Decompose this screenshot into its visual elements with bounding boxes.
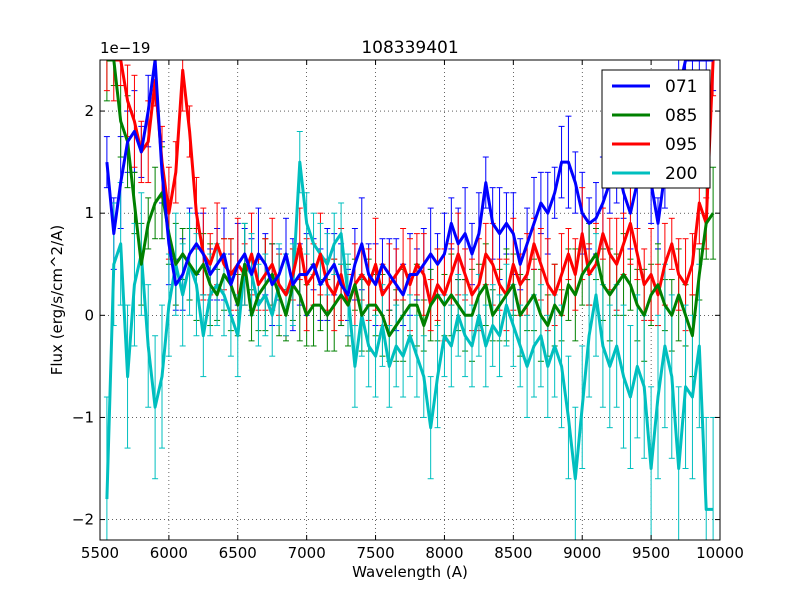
y-axis-label: Flux (erg/s/cm^2/A) [48, 225, 66, 376]
y-tick-label: 1 [84, 204, 94, 222]
series-line-200 [105, 160, 714, 511]
x-tick-label: 10000 [696, 544, 744, 562]
legend-label-095: 095 [665, 135, 697, 155]
series-line-095 [106, 60, 715, 307]
legend: 071 085 095 200 [601, 69, 711, 189]
legend-label-085: 085 [665, 106, 697, 126]
series-line-085 [106, 60, 715, 338]
x-tick-label: 6500 [219, 544, 257, 562]
x-tick-label: 8000 [425, 544, 463, 562]
x-axis-label: Wavelength (A) [352, 563, 468, 581]
x-tick-label: 8500 [494, 544, 532, 562]
x-tick-label: 7500 [356, 544, 394, 562]
legend-label-071: 071 [665, 77, 697, 97]
x-tick-label: 5500 [81, 544, 119, 562]
x-tick-label: 9500 [632, 544, 670, 562]
x-tick-label: 6000 [150, 544, 188, 562]
x-tick-label: 7000 [288, 544, 326, 562]
y-scale-offset-label: 1e−19 [100, 39, 150, 57]
legend-box [601, 69, 711, 189]
y-axis-ticks: −2 −1 0 1 2 [72, 102, 720, 529]
y-tick-label: 0 [84, 306, 94, 324]
y-tick-label: 2 [84, 102, 94, 120]
legend-label-200: 200 [665, 164, 697, 184]
y-tick-label: −1 [72, 408, 94, 426]
x-axis-ticks: 5500 6000 6500 7000 7500 8000 8500 9000 9500 1000… [81, 60, 744, 562]
plot-frame [99, 59, 721, 541]
chart-title: 108339401 [361, 38, 458, 58]
y-tick-label: −2 [72, 511, 94, 529]
x-tick-label: 9000 [563, 544, 601, 562]
